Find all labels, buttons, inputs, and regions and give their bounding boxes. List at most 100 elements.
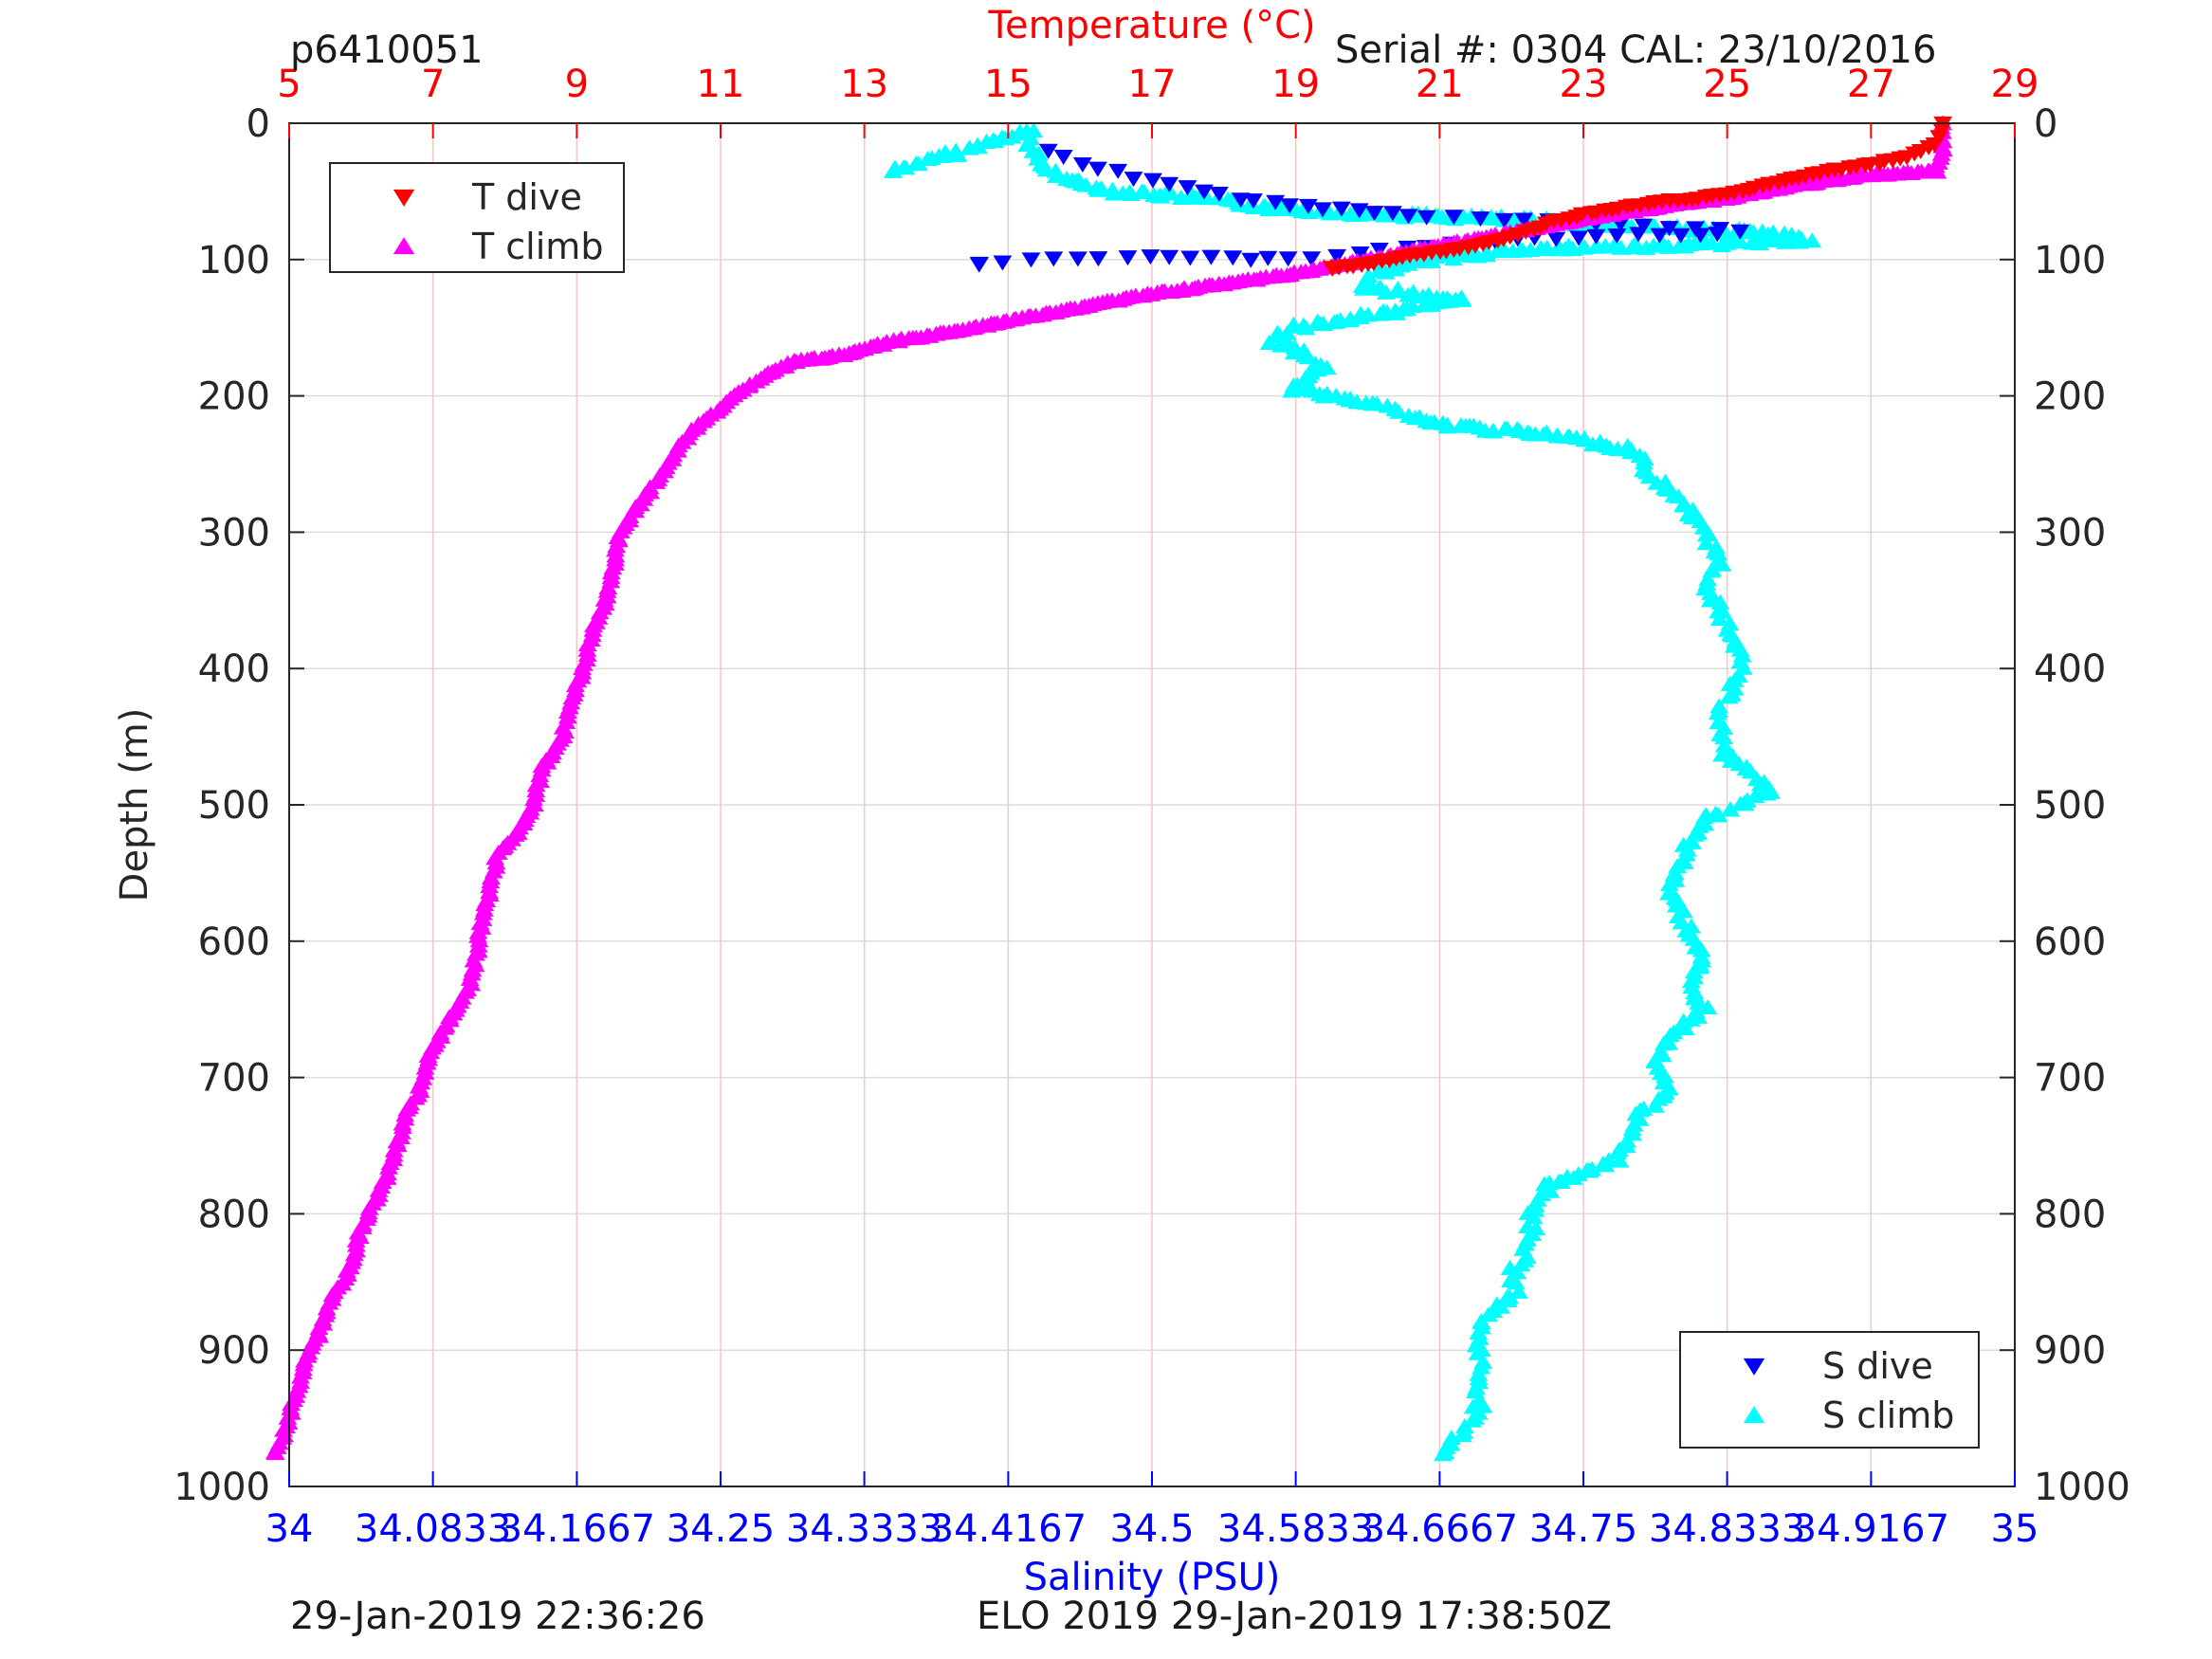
- y-tick-label: 200: [198, 375, 270, 419]
- y-tick-label: 600: [198, 921, 270, 964]
- data-point: [1634, 218, 1654, 234]
- data-point: [1088, 251, 1108, 267]
- data-point: [970, 256, 989, 272]
- y-tick-label: 500: [198, 784, 270, 828]
- data-point: [1369, 242, 1389, 258]
- data-point: [1437, 418, 1457, 434]
- data-point: [1708, 704, 1728, 720]
- salinity-tick-label: 34.1667: [499, 1507, 655, 1551]
- temperature-tick-label: 11: [697, 63, 745, 106]
- legend-label: T dive: [471, 176, 582, 218]
- data-point: [1296, 369, 1316, 385]
- salinity-tick-label: 35: [1991, 1507, 2039, 1551]
- data-point: [1068, 251, 1088, 267]
- data-point: [1053, 149, 1073, 165]
- temperature-tick-label: 7: [421, 63, 445, 106]
- data-point: [1201, 249, 1221, 265]
- temperature-tick-label: 13: [840, 63, 888, 106]
- temperature-tick-label: 5: [277, 63, 301, 106]
- data-point: [1709, 807, 1728, 823]
- legend-marker: [393, 237, 415, 255]
- y-tick-label-right: 700: [2034, 1057, 2106, 1101]
- temperature-tick-label: 27: [1847, 63, 1895, 106]
- y-axis-label: Depth (m): [113, 708, 156, 902]
- data-point: [1659, 876, 1679, 892]
- data-point: [1444, 210, 1464, 226]
- y-tick-label: 100: [198, 239, 270, 283]
- data-point: [1298, 198, 1318, 214]
- salinity-tick-label: 34.25: [667, 1507, 776, 1551]
- data-point: [1280, 198, 1300, 214]
- data-point: [1161, 185, 1181, 201]
- data-point: [909, 155, 928, 172]
- temperature-tick-label: 17: [1128, 63, 1177, 106]
- legend-label: S climb: [1822, 1395, 1954, 1436]
- y-tick-label-right: 200: [2034, 375, 2106, 419]
- data-point: [1607, 228, 1627, 245]
- data-point: [1160, 176, 1179, 192]
- data-point: [1645, 1097, 1665, 1113]
- data-point: [379, 1158, 398, 1175]
- y-tick-label: 400: [198, 647, 270, 691]
- data-point: [1608, 1143, 1628, 1159]
- data-point: [1546, 231, 1566, 247]
- legend-bottom-right: S dive S climb: [1679, 1331, 1980, 1449]
- data-point: [1689, 994, 1709, 1010]
- legends: T dive T climb S dive S climb: [329, 162, 1980, 1449]
- temperature-tick-label: 29: [1991, 63, 2039, 106]
- data-point: [1549, 238, 1568, 254]
- data-point: [1088, 161, 1107, 177]
- data-point: [1209, 186, 1229, 202]
- data-point: [1132, 183, 1152, 199]
- data-point: [1368, 262, 1388, 278]
- y-tick-label-right: 100: [2034, 239, 2106, 283]
- temperature-tick-label: 19: [1271, 63, 1320, 106]
- y-tick-label-right: 800: [2034, 1193, 2106, 1236]
- data-point: [1241, 252, 1261, 268]
- data-point: [1388, 283, 1407, 299]
- data-point: [1435, 1444, 1455, 1460]
- data-point: [1634, 454, 1654, 470]
- data-point: [1714, 737, 1734, 753]
- data-point: [1143, 173, 1162, 189]
- data-point: [1313, 202, 1332, 218]
- salinity-tick-label: 34.3333: [786, 1507, 942, 1551]
- temperature-tick-label: 21: [1416, 63, 1464, 106]
- data-point: [1382, 206, 1402, 222]
- profile-id: p6410051: [290, 28, 484, 72]
- data-point: [1757, 785, 1777, 801]
- data-point: [1708, 227, 1728, 243]
- data-point: [968, 138, 988, 155]
- data-point: [1506, 1274, 1526, 1290]
- data-point: [1691, 228, 1710, 244]
- data-point: [1671, 228, 1691, 244]
- data-point: [1244, 193, 1263, 210]
- salinity-tick-label: 34.8333: [1649, 1507, 1805, 1551]
- data-point: [1021, 252, 1041, 268]
- legend-frame: [329, 162, 625, 273]
- y-tick-label-right: 500: [2034, 784, 2106, 828]
- data-point: [1712, 556, 1732, 572]
- data-point: [1477, 244, 1497, 260]
- data-point: [1709, 611, 1729, 627]
- legend-marker: [1743, 1406, 1765, 1424]
- data-point: [1587, 238, 1607, 254]
- data-point: [1124, 172, 1143, 188]
- footer-timestamp: 29-Jan-2019 22:36:26: [290, 1595, 705, 1638]
- series-t-dive: [1322, 116, 1953, 277]
- data-point: [1453, 1427, 1472, 1443]
- temperature-tick-label: 15: [984, 63, 1033, 106]
- data-point: [1283, 379, 1303, 395]
- data-point: [1524, 1209, 1544, 1225]
- data-point: [1223, 250, 1243, 266]
- data-point: [1514, 212, 1534, 228]
- data-point: [1730, 795, 1750, 811]
- salinity-tick-label: 34.4167: [930, 1507, 1087, 1551]
- legend-marker: [393, 189, 415, 207]
- data-point: [1364, 206, 1384, 222]
- data-point: [1919, 139, 1939, 155]
- legend-marker: [1743, 1358, 1765, 1376]
- temperature-tick-label: 9: [565, 63, 589, 106]
- salinity-tick-label: 34.5833: [1217, 1507, 1374, 1551]
- data-point: [1650, 228, 1670, 244]
